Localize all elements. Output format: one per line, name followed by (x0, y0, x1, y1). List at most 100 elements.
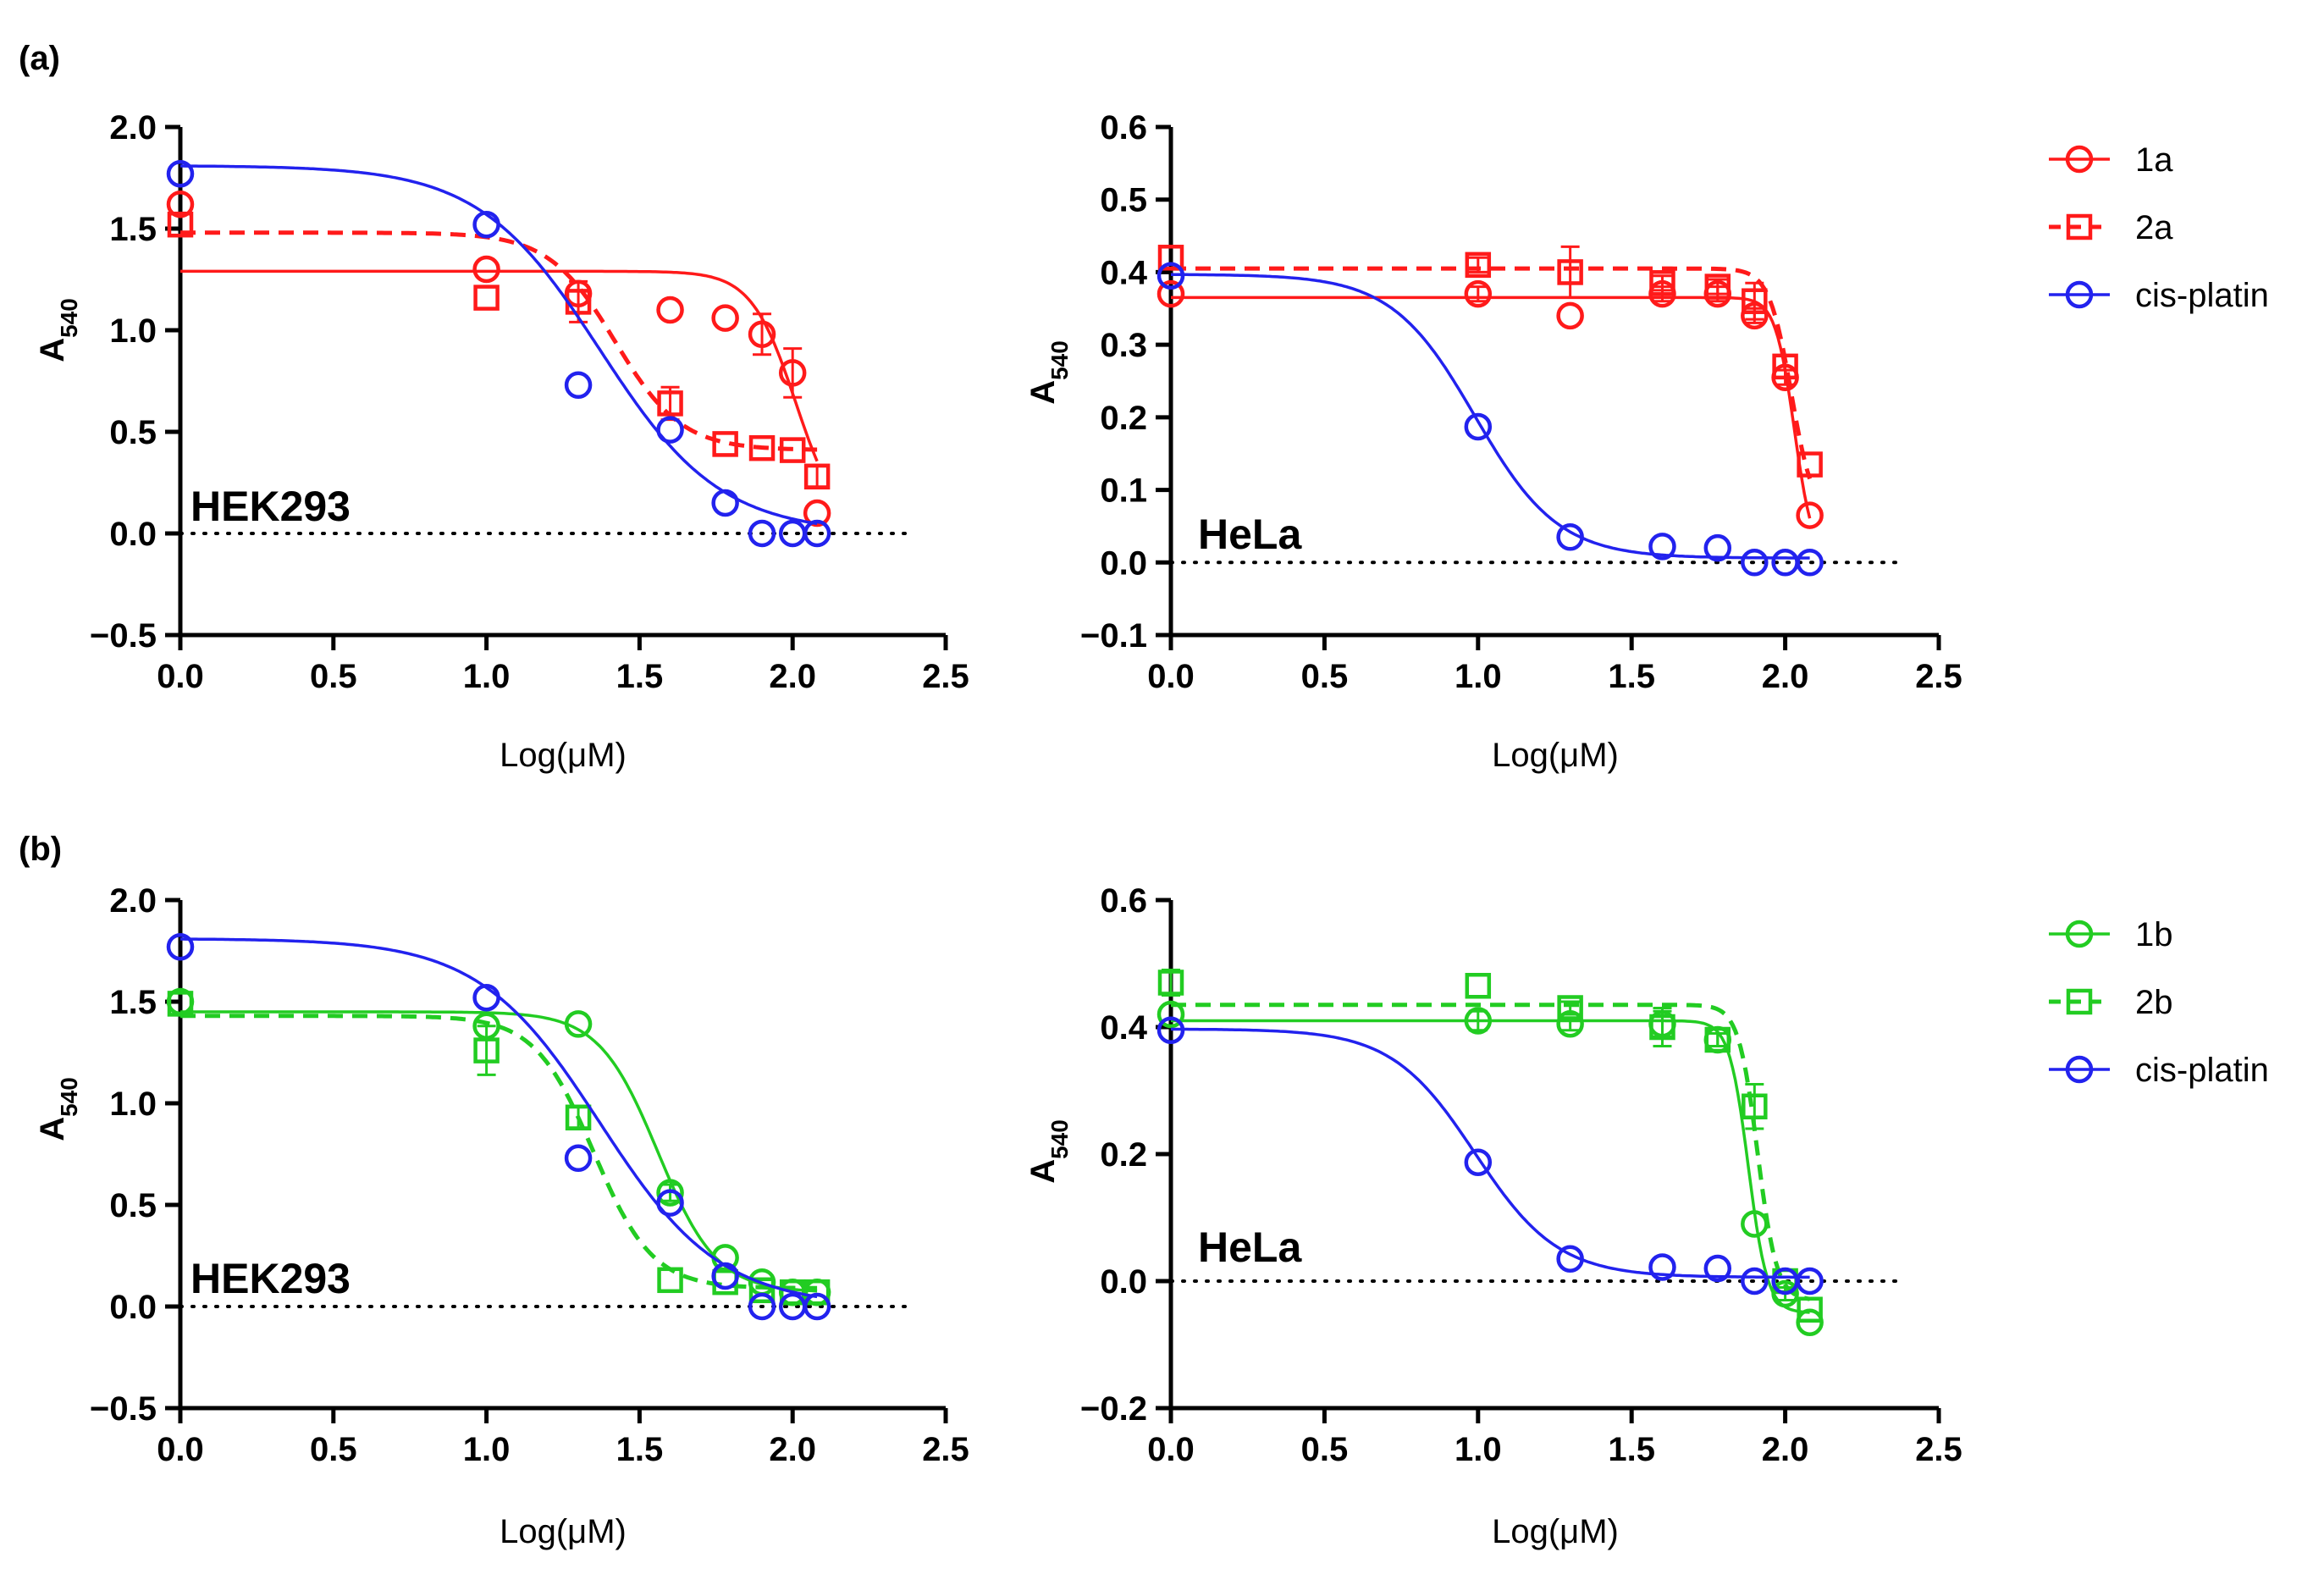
data-point-cis-platin (748, 519, 776, 548)
data-point-cis-platin (1156, 1016, 1185, 1044)
x-axis-label: Log(μM) (500, 737, 627, 774)
y-tick-label: 1.5 (109, 211, 157, 248)
y-tick-label: 0.1 (1100, 472, 1147, 510)
data-point-cis-platin (803, 519, 831, 548)
data-point-2a (748, 434, 776, 461)
data-point-2b (1465, 973, 1492, 999)
data-point-cis-platin (711, 1262, 739, 1290)
x-tick-label: 0.5 (1301, 1431, 1349, 1468)
y-tick-label: 0.3 (1100, 327, 1147, 364)
y-axis-label: A540 (1024, 1119, 1073, 1184)
y-tick-label: 0.5 (109, 414, 157, 451)
fit-curve-2a (180, 230, 818, 452)
y-tick-label: −0.5 (90, 617, 157, 655)
data-point-1b (1156, 1000, 1185, 1029)
chart-a-hela: Log(μM) A540 HeLa 0.0 0.5 1.0 1.5 2.0 2.5 −0.1… (1024, 109, 1962, 774)
data-point-2a (803, 463, 831, 490)
data-point-2b (565, 1104, 592, 1131)
data-point-cis-platin (1464, 1148, 1493, 1176)
legend-b: 1b 2b cis-platin (2049, 916, 2269, 1089)
y-tick-label: −0.2 (1080, 1390, 1147, 1428)
fit-curve-2b (180, 1014, 818, 1290)
data-point-2a (1772, 353, 1798, 380)
x-axis-label: Log(μM) (1492, 737, 1619, 774)
legend-label: 1b (2135, 916, 2173, 953)
chart-b-hela: Log(μM) A540 HeLa 0.0 0.5 1.0 1.5 2.0 2.5 −0.2… (1024, 882, 1962, 1550)
legend-marker-cis-platin (2065, 280, 2094, 309)
data-point-2a (1649, 270, 1675, 296)
data-point-1a (748, 320, 776, 349)
y-axis-label: A540 (34, 1077, 82, 1141)
data-point-2b (473, 1037, 500, 1063)
y-tick-label: 0.2 (1100, 1136, 1147, 1174)
data-point-cis-platin (1556, 523, 1584, 551)
legend-label: 2b (2135, 984, 2173, 1021)
cell-line-label: HeLa (1198, 1224, 1302, 1271)
y-tick-label: 0.0 (109, 516, 157, 553)
y-tick-label: 0.6 (1100, 109, 1147, 146)
data-point-1a (711, 304, 739, 332)
legend-marker-1a (2065, 145, 2094, 174)
data-point-cis-platin (564, 371, 593, 400)
fit-curve-cis-platin (1170, 1027, 1810, 1279)
data-point-2a (657, 390, 683, 417)
data-point-cis-platin (1703, 533, 1732, 562)
data-point-2b (748, 1277, 776, 1304)
data-point-cis-platin (1741, 1267, 1769, 1295)
data-point-1a (656, 296, 684, 324)
data-point-2b (779, 1279, 806, 1306)
x-tick-label: 2.5 (922, 658, 969, 695)
data-point-2a (712, 431, 738, 457)
y-tick-label: 1.5 (109, 984, 157, 1021)
x-tick-label: 2.0 (769, 1431, 816, 1468)
data-point-1a (1796, 501, 1824, 529)
x-tick-label: 2.0 (1762, 1431, 1809, 1468)
data-point-cis-platin (1556, 1245, 1584, 1273)
x-axis-label: Log(μM) (500, 1513, 627, 1550)
chart-b-hek293: Log(μM) A540 HEK293 0.0 0.5 1.0 1.5 2.0 2.5 −0… (34, 882, 969, 1550)
x-tick-label: 1.5 (616, 1431, 664, 1468)
legend-label: cis-platin (2135, 277, 2269, 314)
data-point-cis-platin (1464, 412, 1493, 441)
x-tick-label: 1.0 (463, 658, 511, 695)
x-tick-label: 2.0 (769, 658, 816, 695)
y-tick-label: 0.4 (1100, 254, 1147, 291)
data-point-2b (167, 991, 194, 1017)
x-tick-label: 2.5 (1915, 658, 1962, 695)
y-tick-label: 0.2 (1100, 400, 1147, 437)
data-point-cis-platin (166, 932, 195, 961)
x-tick-label: 0.5 (1301, 658, 1349, 695)
legend-label: 1a (2135, 141, 2173, 179)
x-tick-label: 0.0 (157, 658, 204, 695)
y-tick-label: 0.5 (109, 1187, 157, 1224)
x-tick-label: 0.0 (1147, 1431, 1195, 1468)
y-tick-label: 1.0 (109, 1086, 157, 1123)
x-tick-label: 0.0 (157, 1431, 204, 1468)
x-tick-label: 1.0 (1455, 658, 1502, 695)
data-point-cis-platin (1648, 533, 1676, 561)
y-tick-label: 0.0 (109, 1289, 157, 1326)
data-point-1b (656, 1179, 684, 1207)
data-point-2a (473, 285, 500, 311)
data-point-2a (1797, 451, 1823, 478)
data-point-2a (1704, 273, 1731, 300)
data-point-2b (1797, 1296, 1823, 1323)
legend-label: cis-platin (2135, 1052, 2269, 1089)
x-tick-label: 0.5 (310, 658, 357, 695)
data-point-cis-platin (564, 1144, 593, 1173)
data-point-cis-platin (472, 210, 500, 239)
y-tick-label: −0.5 (90, 1390, 157, 1428)
legend-marker-cis-platin (2065, 1055, 2094, 1084)
data-point-cis-platin (803, 1292, 831, 1321)
y-tick-label: 0.0 (1100, 1263, 1147, 1301)
data-point-1b (1464, 1007, 1493, 1035)
x-tick-label: 0.0 (1147, 658, 1195, 695)
data-point-cis-platin (1156, 262, 1185, 290)
data-point-cis-platin (166, 159, 195, 188)
cell-line-label: HEK293 (190, 1255, 351, 1302)
x-tick-label: 2.5 (1915, 1431, 1962, 1468)
data-point-1a (1556, 301, 1584, 330)
chart-a-hek293: Log(μM) A540 HEK293 0.0 0.5 1.0 1.5 2.0 2.5 −0… (34, 109, 969, 774)
fit-curve-1b (180, 1010, 818, 1293)
